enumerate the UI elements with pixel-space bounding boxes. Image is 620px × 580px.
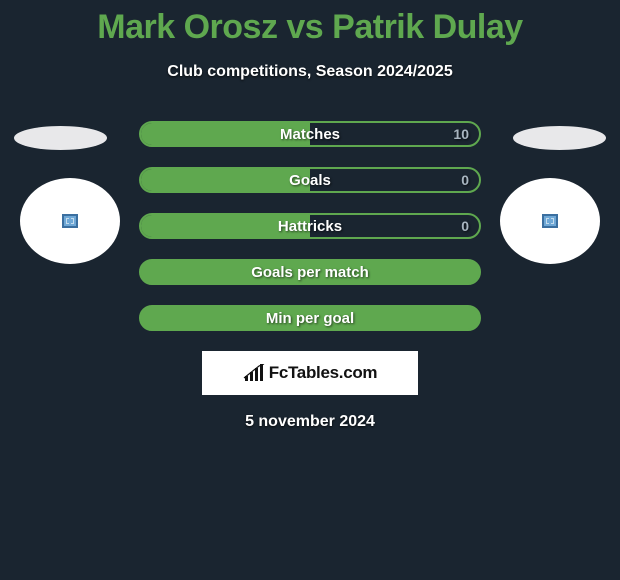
stat-row-matches: Matches 10 (139, 121, 481, 147)
team-badge-icon (542, 214, 558, 228)
player-right-badge (500, 178, 600, 264)
stats-container: Matches 10 Goals 0 Hattricks 0 Goals per… (139, 121, 481, 331)
stat-label: Goals (289, 172, 331, 189)
subtitle: Club competitions, Season 2024/2025 (0, 63, 620, 81)
stat-label: Hattricks (278, 218, 342, 235)
fctables-logo[interactable]: FcTables.com (202, 351, 418, 395)
player-left-badge (20, 178, 120, 264)
player-left-ellipse (14, 126, 107, 150)
bar-chart-icon (243, 364, 265, 382)
stat-row-min-per-goal: Min per goal (139, 305, 481, 331)
stat-right-value: 0 (461, 172, 469, 188)
stat-right-value: 10 (453, 126, 469, 142)
team-badge-icon (62, 214, 78, 228)
page-title: Mark Orosz vs Patrik Dulay (0, 0, 620, 47)
stat-label: Min per goal (266, 310, 354, 327)
stat-label: Matches (280, 126, 340, 143)
stat-right-value: 0 (461, 218, 469, 234)
stat-row-goals: Goals 0 (139, 167, 481, 193)
stat-fill (141, 169, 310, 191)
logo-text: FcTables.com (269, 363, 378, 383)
stat-label: Goals per match (251, 264, 369, 281)
stat-row-hattricks: Hattricks 0 (139, 213, 481, 239)
stat-row-goals-per-match: Goals per match (139, 259, 481, 285)
player-right-ellipse (513, 126, 606, 150)
date-label: 5 november 2024 (0, 413, 620, 431)
